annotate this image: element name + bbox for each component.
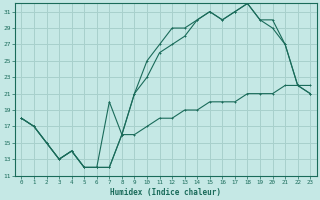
X-axis label: Humidex (Indice chaleur): Humidex (Indice chaleur)	[110, 188, 221, 197]
